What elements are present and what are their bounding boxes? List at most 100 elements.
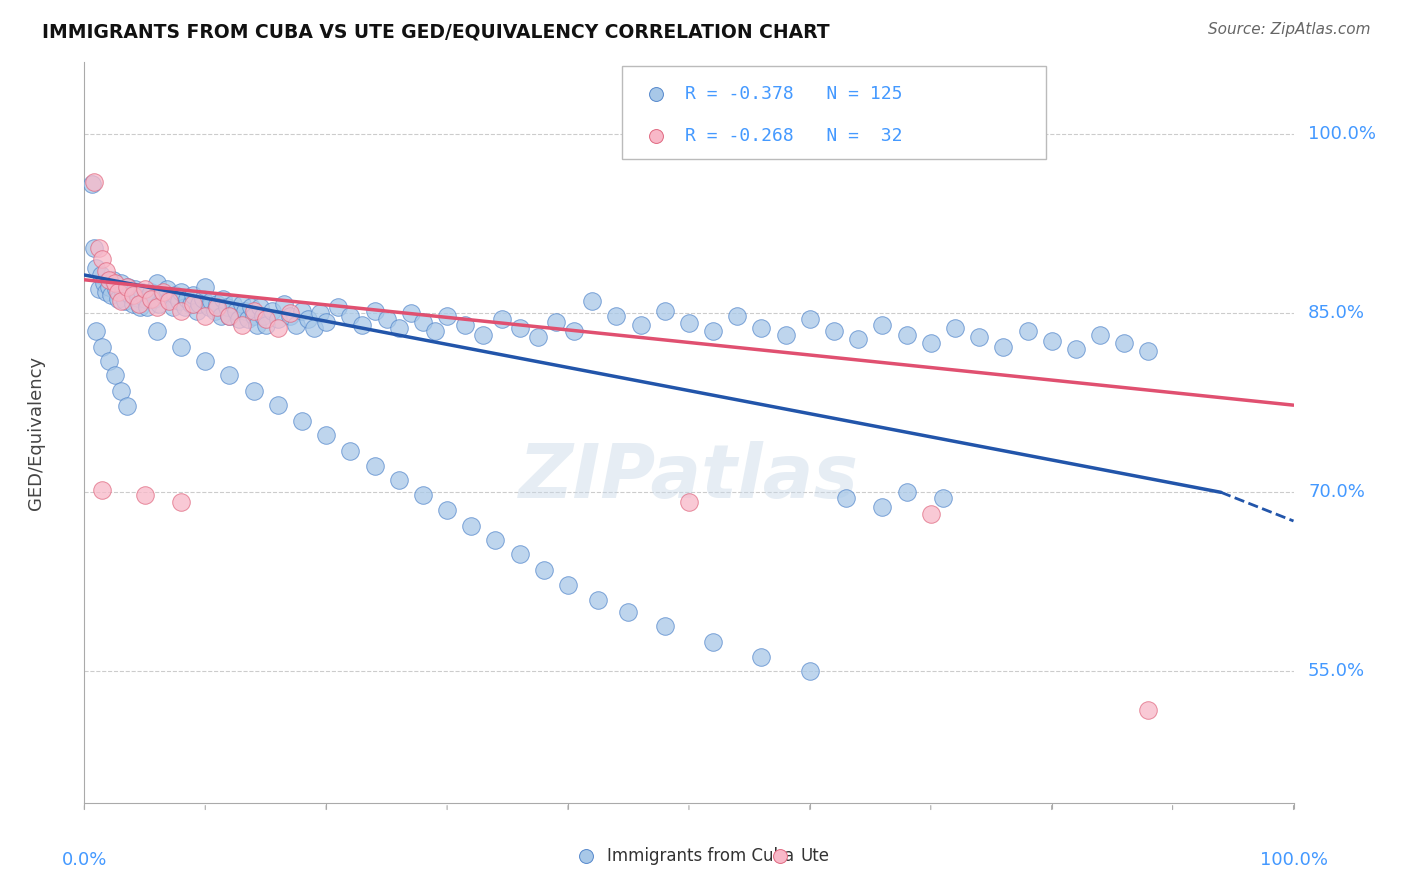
Point — [209, 309, 232, 323]
Point — [725, 309, 748, 323]
Point — [100, 288, 122, 302]
Point — [191, 292, 214, 306]
Point — [170, 303, 193, 318]
Point — [352, 318, 374, 333]
Point — [134, 488, 156, 502]
Point — [157, 294, 180, 309]
Point — [1064, 342, 1087, 356]
Point — [110, 277, 132, 291]
Point — [87, 282, 110, 296]
Point — [993, 340, 1015, 354]
Point — [97, 354, 120, 368]
Point — [107, 285, 129, 299]
Point — [260, 303, 283, 318]
Point — [134, 292, 156, 306]
Point — [143, 292, 166, 306]
Point — [249, 300, 271, 314]
Point — [83, 241, 105, 255]
Point — [231, 296, 253, 310]
Point — [460, 518, 482, 533]
Point — [363, 303, 385, 318]
Point — [194, 354, 217, 368]
Point — [835, 491, 858, 506]
Point — [233, 303, 256, 318]
Point — [267, 320, 290, 334]
Point — [117, 280, 139, 294]
Text: 85.0%: 85.0% — [1308, 304, 1365, 322]
FancyBboxPatch shape — [623, 66, 1046, 159]
Point — [152, 288, 174, 302]
Point — [654, 619, 676, 633]
Point — [654, 303, 676, 318]
Point — [146, 324, 169, 338]
Point — [87, 241, 110, 255]
Point — [114, 294, 136, 309]
Point — [896, 485, 918, 500]
Point — [920, 507, 942, 521]
Point — [173, 300, 195, 314]
Text: Ute: Ute — [800, 847, 830, 865]
Point — [146, 300, 169, 314]
Point — [121, 296, 143, 310]
Point — [533, 563, 555, 577]
Point — [544, 315, 567, 329]
Point — [375, 312, 398, 326]
Point — [412, 488, 434, 502]
Point — [751, 650, 773, 665]
Point — [472, 327, 495, 342]
Point — [799, 312, 821, 326]
Point — [920, 336, 942, 351]
Point — [423, 324, 446, 338]
Point — [339, 443, 361, 458]
Point — [104, 368, 127, 383]
Point — [388, 474, 411, 488]
Point — [254, 318, 277, 333]
Point — [198, 300, 221, 314]
Point — [1137, 344, 1160, 359]
Point — [491, 312, 513, 326]
Point — [136, 300, 159, 314]
Point — [181, 288, 204, 302]
Point — [129, 300, 152, 314]
Point — [454, 318, 477, 333]
Point — [162, 300, 184, 314]
Point — [309, 306, 332, 320]
Point — [110, 384, 132, 398]
Point — [148, 296, 170, 310]
Point — [967, 330, 990, 344]
Text: 0.0%: 0.0% — [62, 851, 107, 869]
Point — [207, 296, 229, 310]
Point — [872, 318, 894, 333]
Point — [97, 280, 120, 294]
Point — [273, 296, 295, 310]
Text: GED/Equivalency: GED/Equivalency — [27, 356, 45, 509]
Point — [93, 277, 115, 291]
Point — [127, 291, 149, 305]
Point — [112, 285, 135, 299]
Point — [110, 294, 132, 309]
Point — [94, 285, 117, 299]
Point — [1114, 336, 1136, 351]
Point — [412, 315, 434, 329]
Point — [509, 320, 531, 334]
Point — [846, 333, 869, 347]
Point — [121, 288, 143, 302]
Text: 100.0%: 100.0% — [1308, 125, 1376, 143]
Point — [155, 282, 177, 296]
Point — [236, 312, 259, 326]
Point — [228, 312, 250, 326]
Point — [97, 273, 120, 287]
Point — [107, 292, 129, 306]
Text: IMMIGRANTS FROM CUBA VS UTE GED/EQUIVALENCY CORRELATION CHART: IMMIGRANTS FROM CUBA VS UTE GED/EQUIVALE… — [42, 22, 830, 41]
Point — [678, 495, 700, 509]
Point — [436, 503, 458, 517]
Point — [702, 634, 724, 648]
Point — [170, 340, 193, 354]
Point — [562, 324, 585, 338]
Point — [557, 578, 579, 592]
Point — [509, 548, 531, 562]
Point — [799, 665, 821, 679]
Point — [1040, 334, 1063, 348]
Point — [225, 303, 247, 318]
Point — [124, 282, 146, 296]
